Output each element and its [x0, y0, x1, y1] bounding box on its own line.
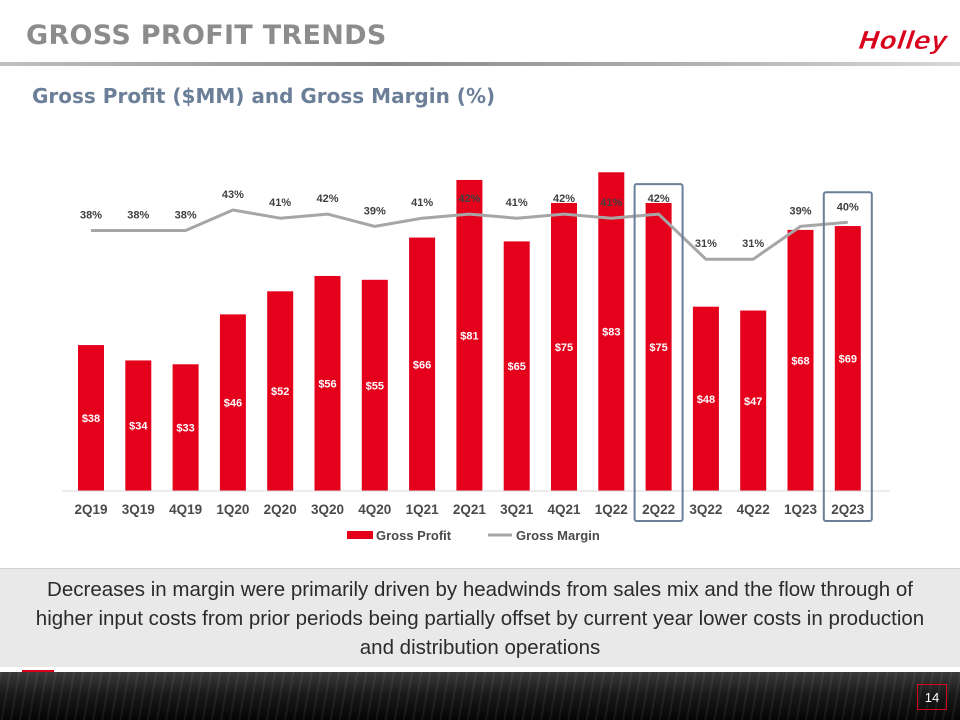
bar-1Q20 — [219, 314, 246, 491]
bar-label-3Q19: $34 — [129, 421, 148, 433]
footer-band — [0, 672, 960, 720]
margin-label-3Q19: 38% — [127, 210, 149, 222]
legend-swatch-gross-profit — [347, 531, 373, 539]
margin-label-1Q23: 39% — [789, 205, 811, 217]
margin-label-3Q22: 31% — [695, 238, 717, 250]
x-tick-1Q21: 1Q21 — [406, 502, 440, 517]
bar-label-2Q22: $75 — [649, 342, 667, 354]
page-title: GROSS PROFIT TRENDS — [26, 20, 387, 51]
margin-label-1Q20: 43% — [222, 189, 244, 201]
bar-label-4Q19: $33 — [176, 423, 194, 435]
bar-label-2Q23: $69 — [839, 354, 857, 366]
gross-profit-chart: $38 $34 $33 $46 $52 $56 $55 $66 $81 $65 $75 $83 $75 $… — [62, 172, 890, 543]
bar-label-3Q20: $56 — [318, 378, 336, 390]
margin-label-2Q20: 41% — [269, 197, 291, 209]
margin-label-4Q22: 31% — [742, 238, 764, 250]
title-divider — [0, 62, 960, 66]
logo-text: Holley — [857, 26, 951, 55]
bar-3Q19 — [125, 360, 152, 491]
bar-1Q23 — [787, 229, 814, 491]
highlight-box-2Q22 — [633, 183, 684, 522]
bar-4Q20 — [361, 279, 388, 491]
bar-label-4Q21: $75 — [555, 342, 573, 354]
bar-2Q21 — [456, 179, 483, 491]
bar-label-4Q22: $47 — [744, 396, 762, 408]
bar-4Q22 — [740, 310, 767, 491]
x-tick-4Q19: 4Q19 — [169, 502, 202, 517]
bar-4Q19 — [172, 364, 199, 491]
x-tick-3Q19: 3Q19 — [122, 502, 155, 517]
margin-label-1Q21: 41% — [411, 197, 433, 209]
x-tick-2Q23: 2Q23 — [831, 502, 865, 517]
bar-label-2Q21: $81 — [460, 330, 478, 342]
bar-label-2Q20: $52 — [271, 386, 289, 398]
bar-label-3Q21: $65 — [508, 361, 526, 373]
bar-2Q22 — [645, 203, 672, 491]
bar-2Q19 — [78, 345, 104, 491]
x-tick-1Q22: 1Q22 — [595, 502, 628, 517]
x-tick-3Q21: 3Q21 — [500, 502, 534, 517]
margin-label-2Q21: 42% — [458, 193, 480, 205]
bar-2Q23 — [834, 226, 861, 491]
margin-label-2Q22: 42% — [648, 193, 670, 205]
margin-label-1Q22: 41% — [600, 197, 622, 209]
bar-label-1Q20: $46 — [224, 398, 242, 410]
footer-accent — [22, 670, 54, 672]
x-tick-2Q22: 2Q22 — [642, 502, 675, 517]
margin-label-3Q21: 41% — [506, 197, 528, 209]
bar-label-1Q22: $83 — [602, 327, 620, 339]
callout-box: Decreases in margin were primarily drive… — [0, 568, 960, 667]
margin-label-4Q21: 42% — [553, 193, 575, 205]
margin-label-2Q23: 40% — [837, 201, 859, 213]
holley-logo: Holley — [856, 26, 951, 56]
bar-3Q20 — [314, 275, 341, 491]
bar-label-2Q19: $38 — [82, 413, 100, 425]
x-tick-2Q19: 2Q19 — [74, 502, 107, 517]
bar-3Q22 — [692, 306, 719, 491]
bar-2Q20 — [267, 291, 294, 491]
highlight-box-2Q23 — [822, 191, 873, 523]
margin-label-4Q20: 39% — [364, 205, 386, 217]
x-tick-3Q22: 3Q22 — [689, 502, 722, 517]
x-tick-4Q22: 4Q22 — [737, 502, 770, 517]
margin-label-2Q19: 38% — [80, 210, 102, 222]
callout-text: Decreases in margin were primarily drive… — [35, 577, 925, 659]
x-tick-2Q21: 2Q21 — [453, 502, 487, 517]
bar-3Q21 — [503, 241, 530, 491]
x-tick-4Q21: 4Q21 — [547, 502, 581, 517]
x-tick-3Q20: 3Q20 — [311, 502, 344, 517]
page-number: 14 — [917, 684, 947, 710]
x-tick-2Q20: 2Q20 — [264, 502, 297, 517]
bar-label-1Q21: $66 — [413, 359, 431, 371]
x-tick-4Q20: 4Q20 — [358, 502, 391, 517]
bar-label-4Q20: $55 — [366, 380, 384, 392]
bar-1Q21 — [409, 237, 436, 491]
legend-label-gross-margin: Gross Margin — [516, 528, 600, 543]
bar-label-1Q23: $68 — [791, 355, 809, 367]
bar-label-3Q22: $48 — [697, 394, 715, 406]
margin-label-4Q19: 38% — [175, 210, 197, 222]
bar-4Q21 — [551, 203, 577, 491]
gross-margin-line — [91, 208, 848, 261]
x-tick-1Q20: 1Q20 — [216, 502, 249, 517]
legend-label-gross-profit: Gross Profit — [376, 528, 452, 543]
x-tick-1Q23: 1Q23 — [784, 502, 818, 517]
bar-1Q22 — [598, 172, 625, 491]
chart-subtitle: Gross Profit ($MM) and Gross Margin (%) — [32, 84, 496, 108]
margin-label-3Q20: 42% — [316, 193, 338, 205]
